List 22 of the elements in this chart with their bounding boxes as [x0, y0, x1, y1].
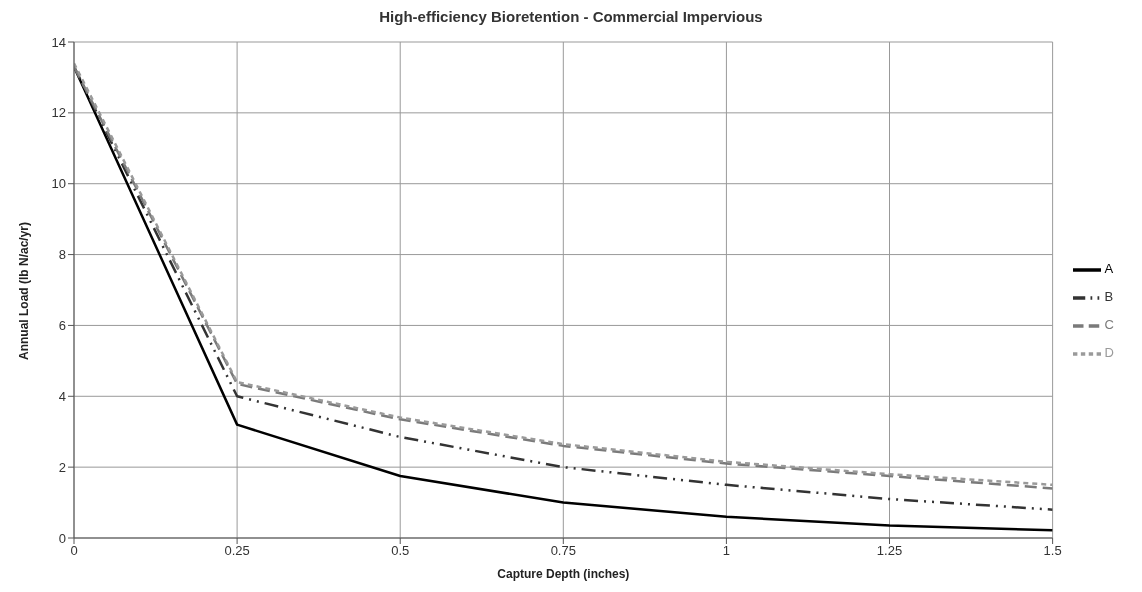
- y-tick-label: 0: [58, 530, 66, 546]
- y-tick-label: 6: [58, 318, 66, 334]
- x-tick-label: 1: [722, 543, 731, 559]
- y-axis-title: Annual Load (lb N/ac/yr): [17, 221, 32, 360]
- x-tick-label: 0.25: [224, 543, 250, 559]
- x-tick-label: 1.25: [876, 543, 903, 559]
- y-tick-label: 2: [58, 459, 66, 475]
- y-tick-label: 14: [51, 34, 66, 50]
- y-tick-label: 4: [58, 388, 66, 404]
- legend-label: C: [1104, 317, 1114, 333]
- legend-label: D: [1104, 345, 1114, 361]
- x-tick-label: 1.5: [1043, 543, 1062, 559]
- legend-label: A: [1104, 261, 1114, 277]
- x-tick-label: 0: [70, 543, 78, 559]
- x-tick-label: 0.75: [550, 543, 576, 559]
- legend-label: B: [1104, 289, 1114, 305]
- y-tick-label: 8: [58, 247, 66, 263]
- x-axis-title: Capture Depth (inches): [497, 567, 630, 581]
- x-tick-label: 0.5: [391, 543, 410, 559]
- y-tick-label: 10: [51, 176, 66, 192]
- chart-title: High-efficiency Bioretention - Commercial Impervious: [378, 8, 764, 27]
- y-tick-label: 12: [51, 105, 66, 121]
